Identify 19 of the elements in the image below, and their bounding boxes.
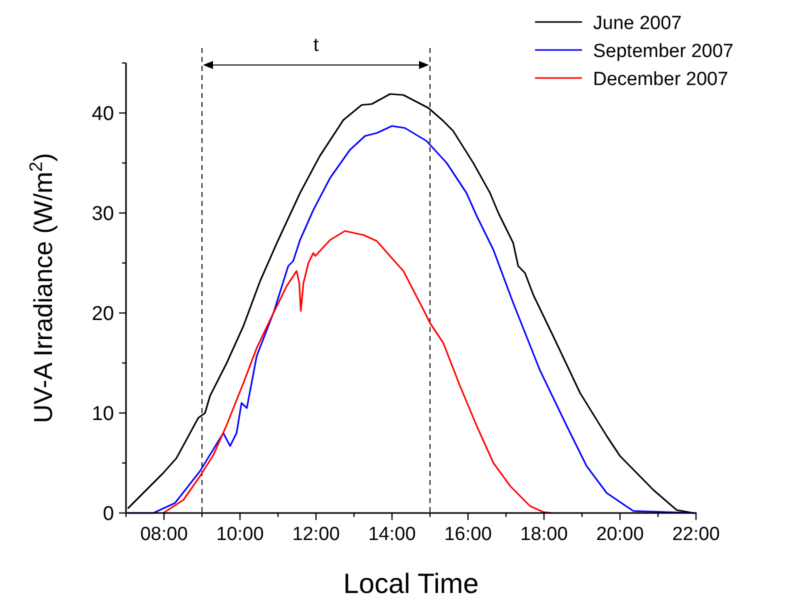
y-tick-label: 0 — [102, 503, 114, 525]
x-tick-label: 10:00 — [216, 524, 264, 545]
legend-label: June 2007 — [593, 13, 682, 34]
x-tick-label: 20:00 — [596, 524, 644, 545]
x-tick-label: 22:00 — [672, 524, 720, 545]
y-tick-label: 40 — [92, 103, 114, 125]
text: t — [313, 35, 320, 56]
line-series — [162, 230, 552, 514]
x-tick-label: 12:00 — [292, 524, 340, 545]
x-tick-label: 14:00 — [368, 524, 416, 545]
y-tick-label: 20 — [92, 303, 114, 325]
x-axis-title: Local Time — [343, 568, 479, 599]
legend-label: September 2007 — [593, 41, 734, 62]
y-tick-label: 30 — [92, 203, 114, 225]
x-tick-label: 08:00 — [140, 524, 188, 545]
x-tick-label: 16:00 — [444, 524, 492, 545]
y-tick-label: 10 — [92, 403, 114, 425]
x-tick-label: 18:00 — [520, 524, 568, 545]
legend-label: December 2007 — [593, 69, 728, 90]
